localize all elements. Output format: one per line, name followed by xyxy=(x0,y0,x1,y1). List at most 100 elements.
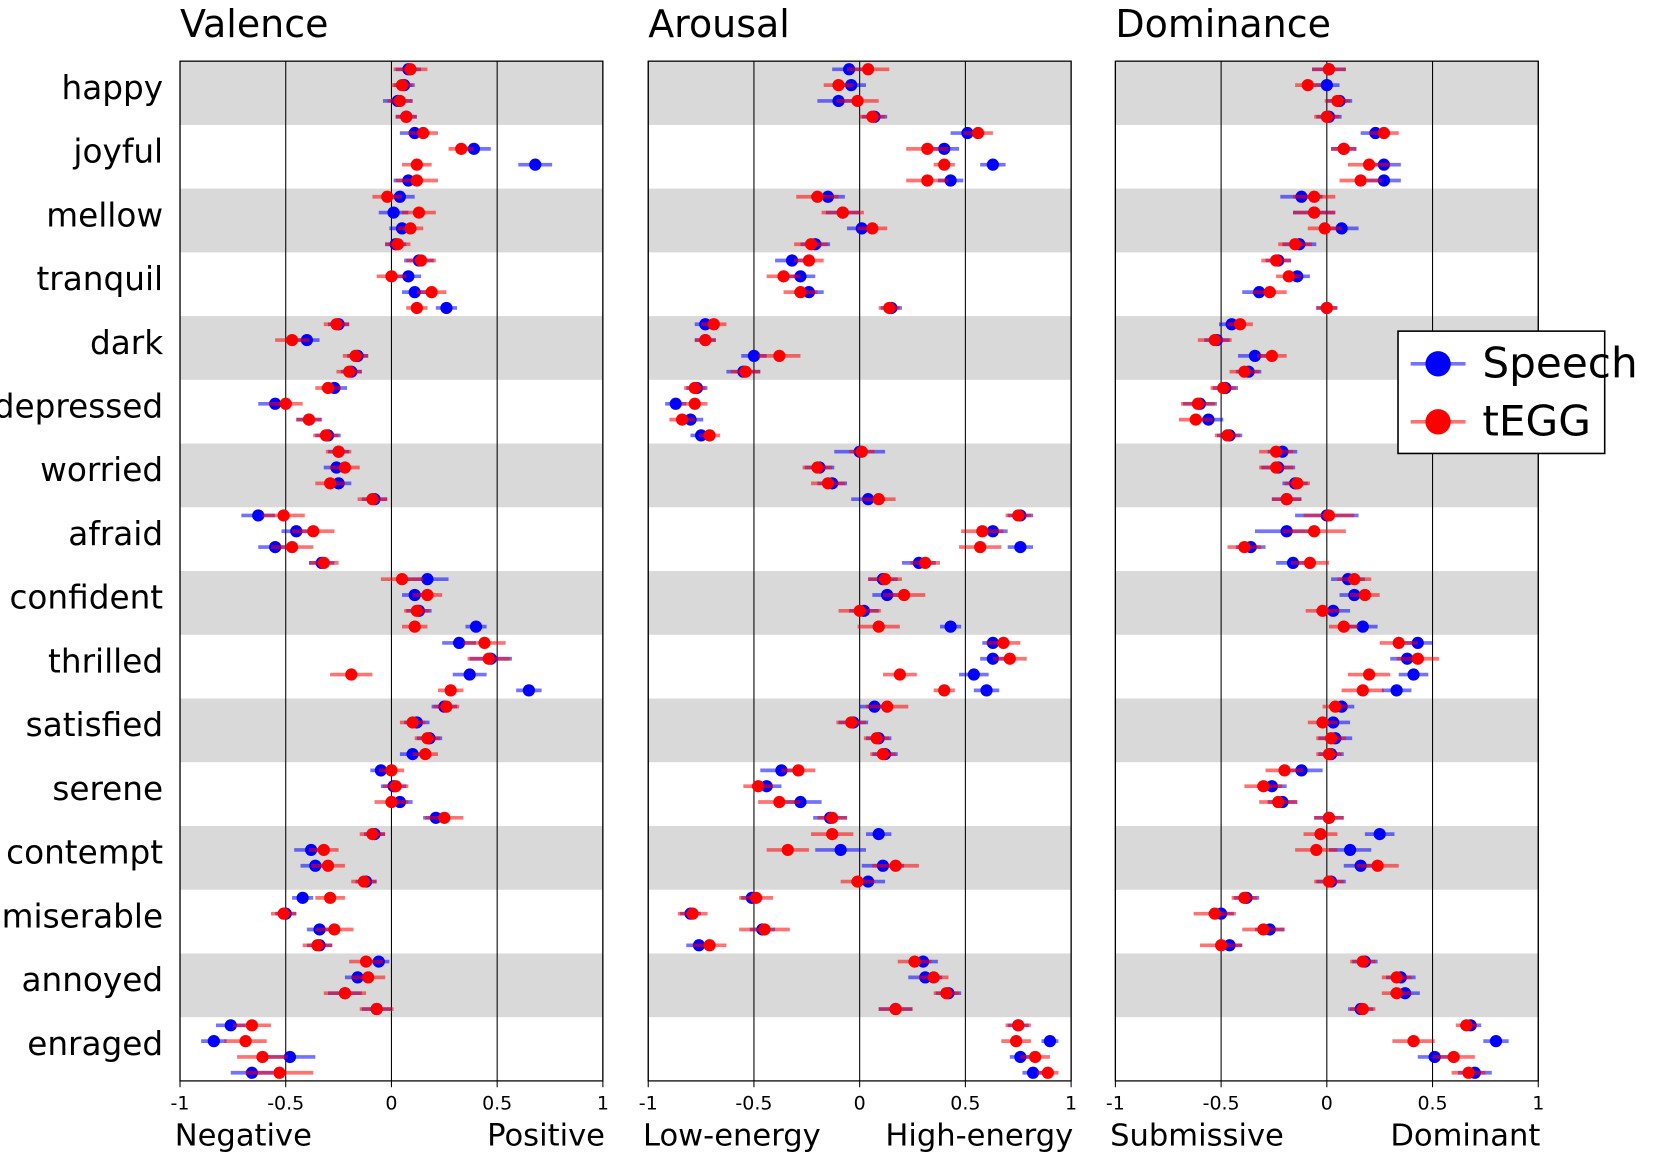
point xyxy=(207,1035,220,1048)
category-label: depressed xyxy=(0,388,163,426)
point xyxy=(1026,1066,1040,1079)
point xyxy=(283,1050,297,1064)
point xyxy=(338,461,352,474)
point xyxy=(707,318,720,331)
point xyxy=(1320,79,1333,92)
point xyxy=(359,955,373,968)
point xyxy=(688,381,701,395)
point xyxy=(883,301,896,315)
category-label: satisfied xyxy=(26,706,163,744)
point xyxy=(224,1019,237,1032)
point xyxy=(1390,987,1403,1000)
point xyxy=(851,94,864,108)
chart-title: Dominance xyxy=(1115,2,1331,46)
category-label: tranquil xyxy=(36,260,163,298)
point xyxy=(1316,716,1329,729)
point xyxy=(343,365,356,378)
point xyxy=(752,780,765,793)
point xyxy=(1316,604,1329,617)
point xyxy=(675,413,689,426)
point xyxy=(408,286,421,299)
point xyxy=(876,747,890,761)
point xyxy=(1278,764,1291,777)
point xyxy=(1308,525,1321,538)
point xyxy=(794,286,807,299)
point xyxy=(421,573,434,586)
point xyxy=(1377,126,1391,140)
point xyxy=(893,668,906,681)
x-end-label: Submissive xyxy=(1110,1118,1284,1153)
point xyxy=(1320,110,1333,123)
point xyxy=(802,254,816,267)
point xyxy=(747,349,761,362)
point xyxy=(699,333,712,347)
point xyxy=(866,222,879,235)
point xyxy=(836,206,849,219)
point xyxy=(395,573,409,586)
point xyxy=(387,206,400,219)
point xyxy=(1043,1035,1057,1048)
point xyxy=(1010,1035,1023,1048)
point xyxy=(1356,955,1369,968)
x-tick-label: 0.5 xyxy=(482,1093,512,1115)
point xyxy=(1269,254,1283,267)
panel: -1 -0.5 0 0.5 1 Dominance Submissive Dominant Sp… xyxy=(1106,2,1638,1153)
point xyxy=(444,684,457,697)
category-label: afraid xyxy=(68,515,163,553)
point xyxy=(1029,1050,1042,1064)
point xyxy=(311,939,324,952)
point xyxy=(1390,684,1403,697)
point xyxy=(785,254,799,267)
point xyxy=(1272,795,1285,809)
point xyxy=(1310,843,1323,857)
chart-title: Valence xyxy=(180,2,328,46)
point xyxy=(1407,1035,1420,1048)
point xyxy=(328,923,341,936)
point xyxy=(1291,477,1304,490)
point xyxy=(1322,63,1336,76)
point xyxy=(845,716,858,729)
panel: -1 -0.5 0 0.5 1 Arousal Low-energy High-energy xyxy=(639,2,1077,1153)
point xyxy=(1303,556,1317,570)
point xyxy=(938,158,951,171)
point xyxy=(703,939,716,952)
panel: -1 -0.5 0 0.5 1 Valence Negative Positive happy j… xyxy=(0,2,609,1153)
series xyxy=(669,63,1059,1079)
category-label: dark xyxy=(90,324,163,362)
x-tick-label: -1 xyxy=(1106,1093,1125,1115)
x-tick-label: -0.5 xyxy=(1203,1093,1240,1115)
point xyxy=(1377,174,1391,187)
point xyxy=(419,747,432,761)
point xyxy=(781,843,794,857)
point xyxy=(478,636,491,650)
x-end-label: Low-energy xyxy=(643,1118,821,1153)
point xyxy=(1356,620,1369,633)
legend-marker xyxy=(1425,409,1451,435)
point xyxy=(1214,939,1228,952)
point xyxy=(1373,827,1386,841)
point xyxy=(324,477,337,490)
point xyxy=(1208,907,1221,920)
point xyxy=(938,684,951,697)
point xyxy=(1189,413,1202,426)
point xyxy=(1390,971,1403,984)
point xyxy=(832,79,845,92)
point xyxy=(1322,811,1336,824)
point xyxy=(804,238,818,251)
point xyxy=(1012,1019,1025,1032)
point xyxy=(703,429,716,442)
point xyxy=(1407,668,1420,681)
point xyxy=(1337,142,1350,155)
point xyxy=(1447,1050,1460,1064)
point xyxy=(402,270,415,283)
x-end-label: Positive xyxy=(487,1118,605,1153)
point xyxy=(319,429,333,442)
x-tick-label: -1 xyxy=(171,1093,190,1115)
category-label: annoyed xyxy=(21,961,163,999)
point xyxy=(1489,1035,1503,1048)
x-tick-label: 0 xyxy=(1321,1093,1333,1115)
x-tick-label: -1 xyxy=(639,1093,658,1115)
point xyxy=(381,190,394,203)
point xyxy=(855,445,868,458)
